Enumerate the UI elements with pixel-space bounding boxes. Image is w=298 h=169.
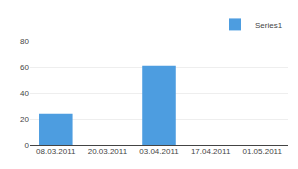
svg-text:03.04.2011: 03.04.2011 <box>139 147 179 156</box>
svg-text:Series1: Series1 <box>255 21 283 30</box>
svg-text:60: 60 <box>20 63 29 72</box>
svg-text:17.04.2011: 17.04.2011 <box>191 147 231 156</box>
svg-text:20: 20 <box>20 115 29 124</box>
svg-text:40: 40 <box>20 89 29 98</box>
svg-text:20.03.2011: 20.03.2011 <box>88 147 128 156</box>
svg-text:0: 0 <box>25 141 30 150</box>
svg-text:80: 80 <box>20 37 29 46</box>
svg-text:01.05.2011: 01.05.2011 <box>242 147 282 156</box>
svg-text:08.03.2011: 08.03.2011 <box>36 147 76 156</box>
